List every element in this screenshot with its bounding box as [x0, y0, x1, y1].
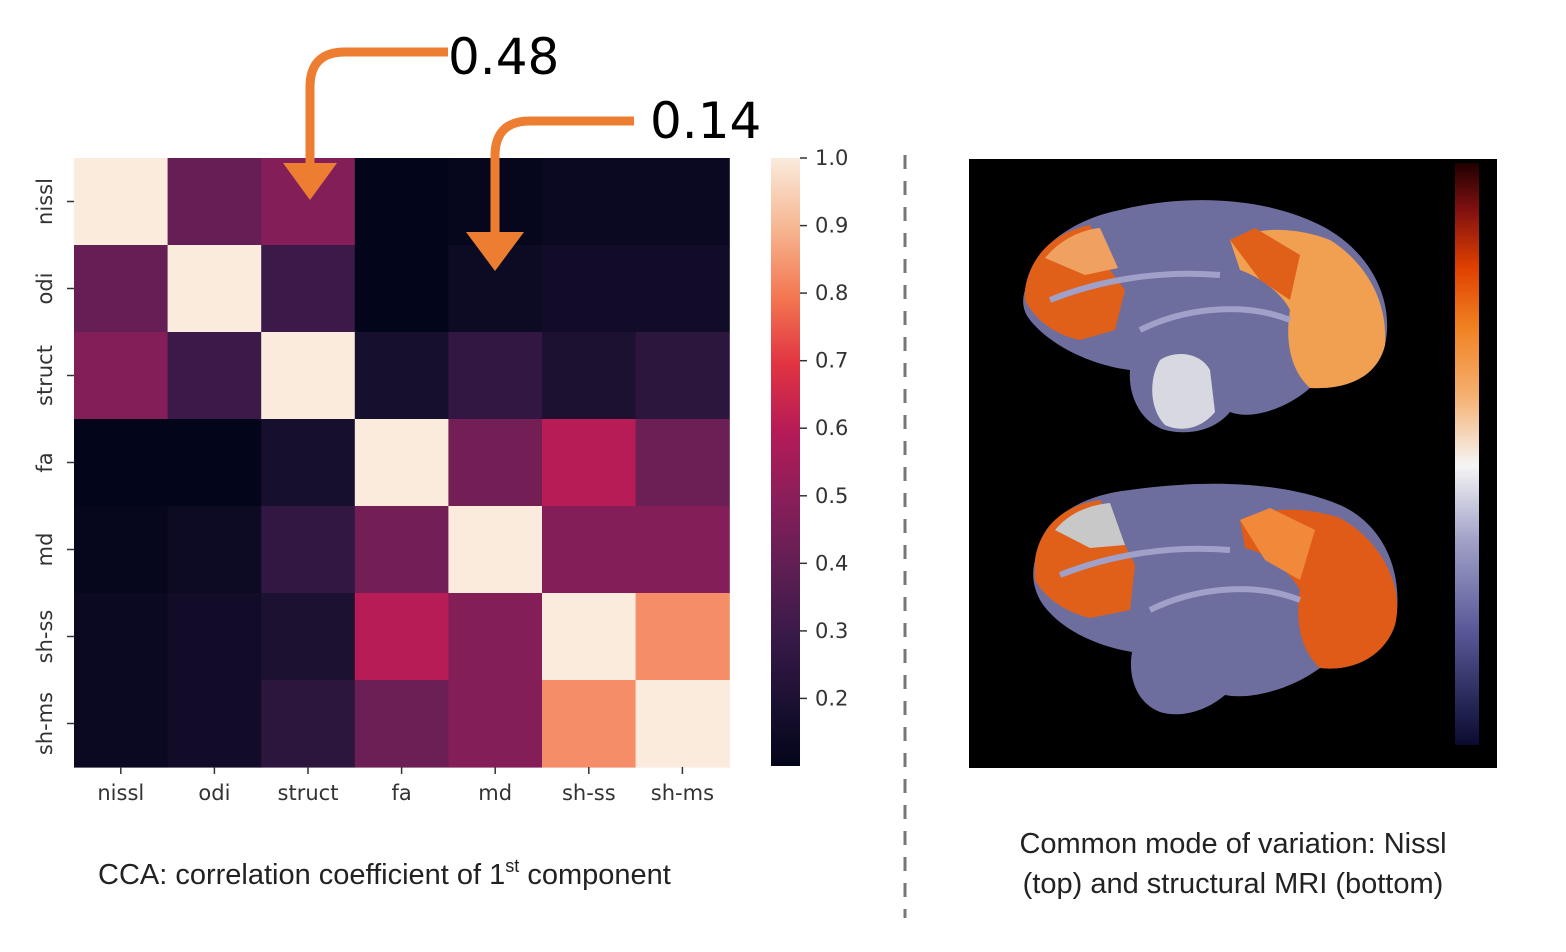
- heatmap-cell-md-odi: [167, 506, 262, 594]
- heatmap-cell-odi-fa: [354, 245, 449, 333]
- heatmap-cell-odi-nissl: [74, 245, 169, 333]
- heatmap-caption: CCA: correlation coefficient of 1st comp…: [98, 856, 671, 891]
- colorbar-label-0.5: 0.5: [815, 484, 848, 508]
- heatmap-cell-odi-sh-ms: [635, 245, 730, 333]
- heatmap-cell-md-sh-ms: [635, 506, 730, 594]
- row-label-sh-ms: sh-ms: [33, 692, 57, 755]
- heatmap-cell-sh-ms-nissl: [74, 680, 169, 768]
- heatmap-cell-struct-nissl: [74, 332, 169, 420]
- heatmap-cell-nissl-sh-ms: [635, 158, 730, 246]
- col-label-odi: odi: [198, 781, 230, 805]
- heatmap-col-labels: nissl odi struct fa md sh-ss sh-ms: [97, 767, 714, 805]
- heatmap-cell-struct-md: [448, 332, 543, 420]
- heatmap-cell-fa-nissl: [74, 419, 169, 507]
- heatmap-cell-fa-sh-ss: [542, 419, 637, 507]
- heatmap-cell-sh-ss-sh-ms: [635, 593, 730, 681]
- col-label-sh-ms: sh-ms: [651, 781, 714, 805]
- colorbar-label-0.9: 0.9: [815, 214, 848, 238]
- heatmap-cell-md-fa: [354, 506, 449, 594]
- heatmap-cell-nissl-sh-ss: [542, 158, 637, 246]
- col-label-nissl: nissl: [97, 781, 144, 805]
- heatmap-cell-md-nissl: [74, 506, 169, 594]
- colorbar-label-1.0: 1.0: [815, 146, 848, 170]
- heatmap-cell-sh-ss-odi: [167, 593, 262, 681]
- row-label-fa: fa: [33, 452, 57, 472]
- callout-arrowhead-048: [283, 163, 337, 200]
- heatmap-cell-sh-ms-struct: [261, 680, 356, 768]
- heatmap-cell-fa-md: [448, 419, 543, 507]
- row-label-nissl: nissl: [33, 178, 57, 225]
- heatmap-cell-sh-ms-odi: [167, 680, 262, 768]
- brain-caption-line2: (top) and structural MRI (bottom): [1023, 868, 1444, 900]
- row-label-sh-ss: sh-ss: [33, 610, 57, 664]
- colorbar-label-0.2: 0.2: [815, 686, 848, 710]
- col-label-struct: struct: [278, 781, 339, 805]
- heatmap-cell-struct-sh-ms: [635, 332, 730, 420]
- heatmap-cell-sh-ms-md: [448, 680, 543, 768]
- colorbar-label-0.3: 0.3: [815, 619, 848, 643]
- heatmap-cell-sh-ms-sh-ms: [635, 680, 730, 768]
- callout-value-048: 0.48: [448, 28, 559, 86]
- heatmap-cell-sh-ms-fa: [354, 680, 449, 768]
- heatmap-cell-nissl-fa: [354, 158, 449, 246]
- heatmap-cell-fa-sh-ms: [635, 419, 730, 507]
- heatmap-cell-md-sh-ss: [542, 506, 637, 594]
- colorbar: [771, 158, 800, 766]
- colorbar-ticks: 1.0 0.9 0.8 0.7 0.6 0.5 0.4 0.3 0.2: [800, 146, 848, 710]
- brain-colorbar: [1455, 163, 1479, 745]
- heatmap-cell-fa-struct: [261, 419, 356, 507]
- heatmap-cell-sh-ms-sh-ss: [542, 680, 637, 768]
- heatmap-cell-struct-sh-ss: [542, 332, 637, 420]
- heatmap-cell-odi-sh-ss: [542, 245, 637, 333]
- heatmap-row-labels: nissl odi struct fa md sh-ss sh-ms: [33, 178, 74, 755]
- heatmap-cell-fa-fa: [354, 419, 449, 507]
- col-label-md: md: [478, 781, 512, 805]
- col-label-fa: fa: [391, 781, 411, 805]
- heatmap-cell-struct-fa: [354, 332, 449, 420]
- callout-arrowhead-014: [466, 232, 524, 271]
- row-label-struct: struct: [33, 345, 57, 406]
- heatmap-cell-odi-struct: [261, 245, 356, 333]
- heatmap-cell-sh-ss-sh-ss: [542, 593, 637, 681]
- heatmap-cell-nissl-odi: [167, 158, 262, 246]
- colorbar-label-0.6: 0.6: [815, 416, 848, 440]
- brain-nissl-top: [1023, 200, 1388, 433]
- heatmap-cell-sh-ss-md: [448, 593, 543, 681]
- colorbar-label-0.8: 0.8: [815, 281, 848, 305]
- heatmap: [74, 158, 730, 768]
- heatmap-cell-struct-odi: [167, 332, 262, 420]
- heatmap-cell-md-md: [448, 506, 543, 594]
- row-label-md: md: [33, 533, 57, 567]
- heatmap-cell-sh-ss-nissl: [74, 593, 169, 681]
- callout-arrow-048: [305, 47, 448, 170]
- heatmap-cell-sh-ss-fa: [354, 593, 449, 681]
- brain-mri-bottom: [1033, 483, 1398, 715]
- callout-value-014: 0.14: [650, 92, 761, 150]
- callout-arrow-014: [490, 116, 634, 238]
- heatmap-cell-fa-odi: [167, 419, 262, 507]
- colorbar-label-0.4: 0.4: [815, 551, 848, 575]
- colorbar-label-0.7: 0.7: [815, 349, 848, 373]
- heatmap-cell-nissl-nissl: [74, 158, 169, 246]
- heatmap-cell-md-struct: [261, 506, 356, 594]
- brain-caption-line1: Common mode of variation: Nissl: [1019, 828, 1446, 860]
- heatmap-cell-struct-struct: [261, 332, 356, 420]
- col-label-sh-ss: sh-ss: [562, 781, 616, 805]
- heatmap-cell-odi-odi: [167, 245, 262, 333]
- heatmap-cell-sh-ss-struct: [261, 593, 356, 681]
- row-label-odi: odi: [33, 272, 57, 304]
